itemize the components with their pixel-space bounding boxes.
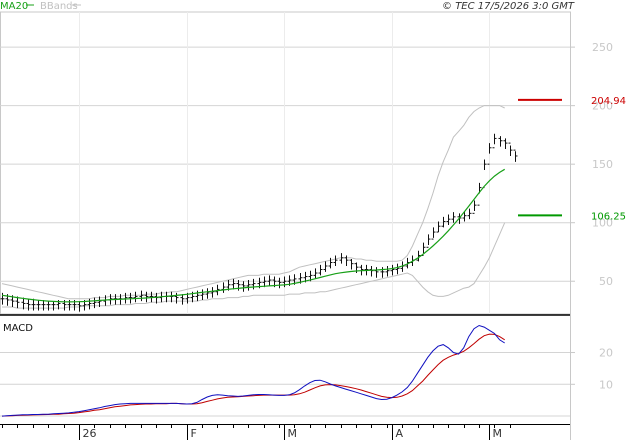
bbands-line	[1, 105, 505, 300]
macd-panel-label: MACD	[3, 323, 33, 334]
support-level-label: 106.25	[591, 211, 626, 222]
price-tick-label: 50	[599, 275, 613, 288]
copyright-label: © TEC 17/5/2026 3:0 GMT	[442, 1, 575, 12]
x-axis: 26 F M A M	[0, 424, 570, 440]
macd-panel: 10 20	[0, 324, 613, 417]
x-tick-label: A	[396, 427, 404, 440]
bbands-legend-label: BBands	[40, 1, 78, 12]
x-tick-label: M	[288, 427, 298, 440]
ma20-line	[1, 168, 506, 303]
price-tick-label: 100	[592, 217, 613, 230]
macd-tick-label: 20	[599, 347, 613, 360]
x-tick-label: M	[493, 427, 503, 440]
macd-signal-line	[1, 333, 505, 417]
macd-line	[1, 324, 505, 417]
x-tick-label: 26	[83, 427, 97, 440]
ma-legend-label: MA20	[0, 1, 28, 12]
resistance-level-label: 204.94	[591, 96, 626, 107]
price-tick-label: 200	[592, 100, 613, 113]
price-tick-label: 150	[592, 158, 613, 171]
x-tick-label: F	[191, 427, 197, 440]
header-band	[0, 0, 627, 10]
price-tick-label: 250	[592, 41, 613, 54]
macd-tick-label: 10	[599, 378, 613, 391]
price-panel: 50 100 150 200 250 204.94 106.25	[0, 11, 626, 315]
bbands-line	[2, 222, 506, 309]
